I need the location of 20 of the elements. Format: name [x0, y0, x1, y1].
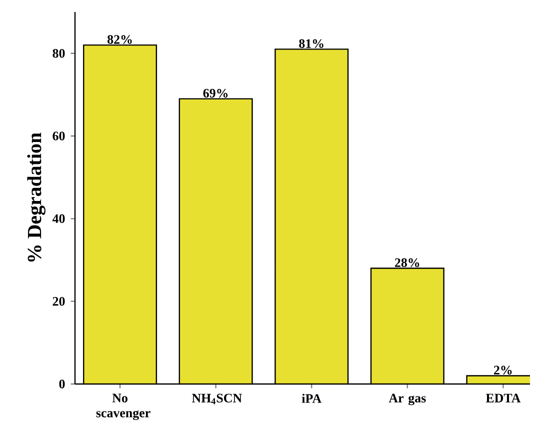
y-axis-title: % Degradation	[27, 132, 46, 262]
bar	[370, 268, 444, 384]
bar	[275, 49, 348, 384]
bar	[179, 98, 252, 384]
y-tick-label: 40	[52, 214, 65, 224]
data-label: 81%	[299, 39, 324, 48]
data-label: 69%	[203, 88, 228, 98]
x-tick-label: Ar gas	[388, 394, 426, 406]
y-tick-label: 0	[59, 380, 65, 388]
y-tick-label: 60	[52, 132, 65, 140]
y-tick-label: 80	[52, 48, 65, 58]
x-tick-label: No scavenger	[96, 394, 150, 420]
data-label: 28%	[394, 258, 420, 268]
data-label: 2%	[494, 366, 512, 375]
x-tick-label: NH$_{4}$SCN	[192, 394, 242, 404]
bar	[84, 45, 156, 384]
x-tick-label: iPA	[302, 394, 322, 403]
y-tick-label: 20	[52, 296, 65, 306]
data-label: 82%	[108, 35, 132, 44]
x-tick-label: EDTA	[486, 394, 521, 402]
